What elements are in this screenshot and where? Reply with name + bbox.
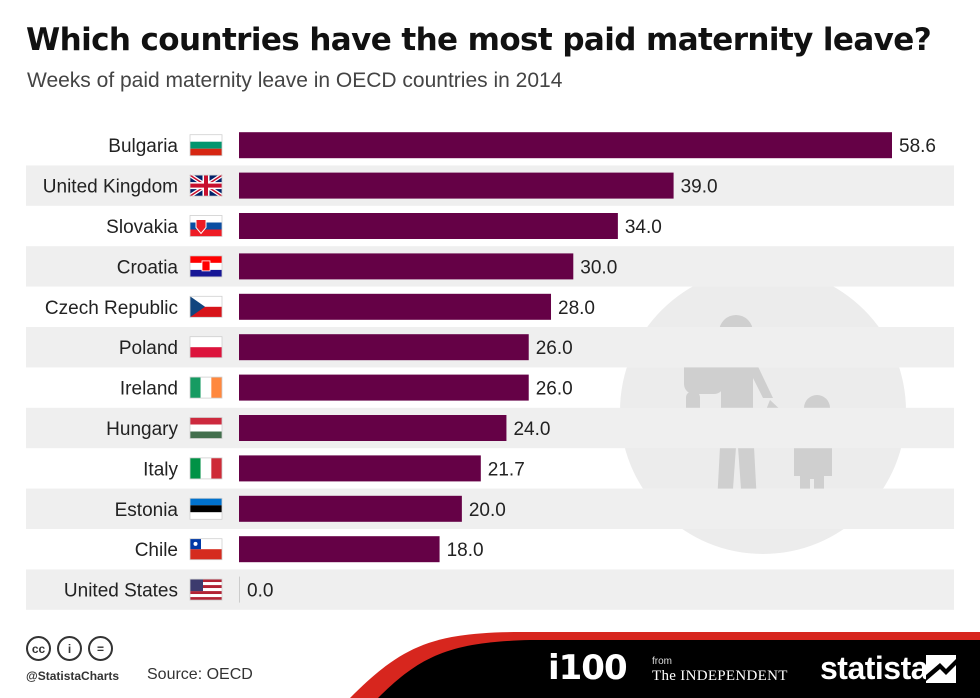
value-label: 26.0 bbox=[536, 338, 573, 359]
twitter-handle[interactable]: @StatistaCharts bbox=[26, 669, 120, 683]
footer-band bbox=[350, 632, 980, 698]
value-label: 20.0 bbox=[469, 500, 506, 521]
hungary-flag-icon bbox=[189, 417, 223, 439]
row-stripe bbox=[26, 488, 954, 529]
statista-logo: statista bbox=[820, 650, 929, 686]
ireland-flag-icon bbox=[189, 376, 223, 399]
cc-icon: cc bbox=[26, 636, 51, 661]
bar bbox=[239, 415, 507, 441]
italy-flag-icon bbox=[189, 457, 223, 480]
chile-flag-icon bbox=[189, 538, 223, 561]
category-label: Italy bbox=[143, 459, 178, 480]
no-derivatives-icon: = bbox=[88, 636, 113, 661]
category-label: Poland bbox=[119, 338, 178, 359]
category-label: Chile bbox=[135, 540, 178, 561]
row-stripe bbox=[26, 569, 954, 610]
value-label: 28.0 bbox=[558, 298, 595, 319]
i100-logo: i100 bbox=[548, 648, 628, 688]
category-label: Ireland bbox=[120, 379, 178, 400]
slovakia-flag-icon bbox=[189, 215, 223, 237]
bar bbox=[239, 253, 574, 280]
bar bbox=[239, 132, 892, 159]
value-label: 18.0 bbox=[447, 540, 484, 561]
bulgaria-flag-icon bbox=[189, 134, 223, 157]
croatia-flag-icon bbox=[189, 255, 223, 278]
chart-title: Which countries have the most paid mater… bbox=[26, 22, 932, 58]
statista-mark-icon bbox=[926, 655, 956, 683]
bar bbox=[239, 293, 552, 320]
category-label: Bulgaria bbox=[108, 136, 178, 157]
value-label: 26.0 bbox=[536, 379, 573, 400]
value-label: 30.0 bbox=[580, 257, 617, 278]
bar bbox=[239, 495, 462, 522]
attribution-icon: i bbox=[57, 636, 82, 661]
chart-subtitle: Weeks of paid maternity leave in OECD co… bbox=[27, 69, 563, 92]
bar bbox=[239, 455, 481, 482]
category-label: Hungary bbox=[106, 419, 178, 440]
from-label: from bbox=[652, 656, 672, 667]
category-label: Croatia bbox=[117, 257, 179, 278]
category-label: United Kingdom bbox=[43, 177, 178, 198]
value-label: 0.0 bbox=[247, 581, 273, 602]
category-label: Estonia bbox=[115, 500, 179, 521]
bar bbox=[239, 374, 529, 401]
category-label: Czech Republic bbox=[45, 298, 178, 319]
usa-flag-icon bbox=[189, 578, 223, 601]
czech-flag-icon bbox=[189, 295, 223, 318]
value-label: 34.0 bbox=[625, 217, 662, 238]
bar bbox=[239, 334, 529, 361]
bar bbox=[239, 213, 618, 239]
independent-logo: The INDEPENDENT bbox=[652, 668, 788, 684]
value-label: 21.7 bbox=[488, 459, 525, 480]
bar bbox=[239, 172, 674, 199]
uk-flag-icon bbox=[188, 173, 224, 198]
bar bbox=[239, 576, 240, 603]
source-note: Source: OECD bbox=[147, 666, 253, 683]
value-label: 58.6 bbox=[899, 136, 936, 157]
poland-flag-icon bbox=[189, 336, 223, 359]
category-label: Slovakia bbox=[106, 217, 178, 238]
estonia-flag-icon bbox=[189, 497, 223, 520]
category-label: United States bbox=[64, 581, 178, 602]
bar bbox=[239, 536, 440, 563]
value-label: 24.0 bbox=[513, 419, 550, 440]
value-label: 39.0 bbox=[681, 177, 718, 198]
license-icons: cc i = bbox=[26, 636, 113, 661]
